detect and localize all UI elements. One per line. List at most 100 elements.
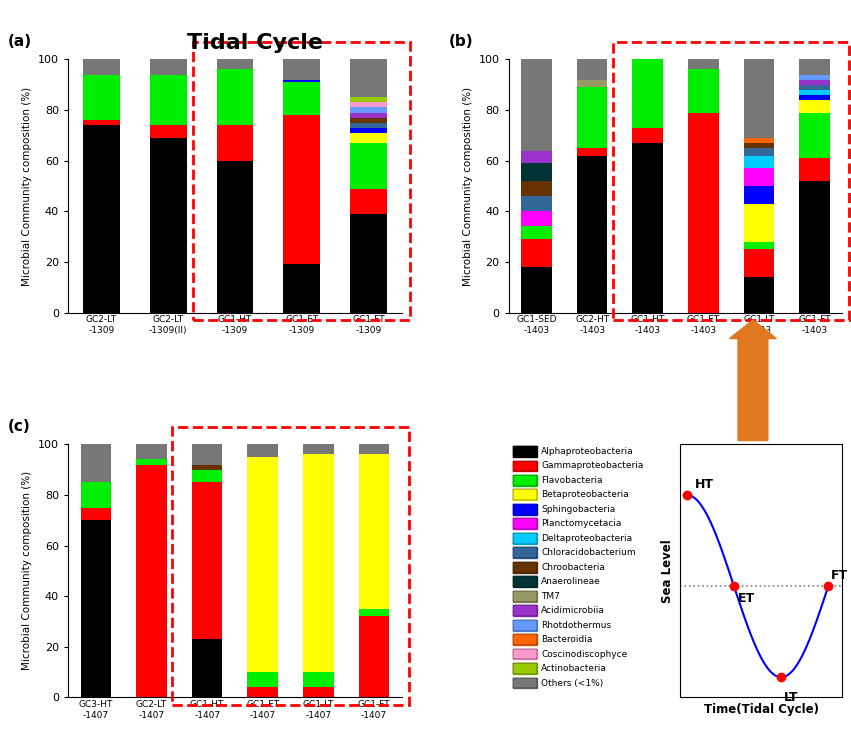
Bar	[577, 156, 608, 312]
Bar	[150, 138, 186, 312]
Bar	[83, 74, 120, 120]
Bar	[350, 188, 387, 214]
Bar	[632, 143, 663, 312]
Bar	[799, 79, 830, 85]
Bar	[350, 108, 387, 113]
Bar	[191, 482, 222, 640]
Bar	[136, 464, 167, 697]
Bar	[283, 79, 320, 82]
Bar	[632, 128, 663, 143]
Bar	[150, 74, 186, 125]
Bar	[350, 128, 387, 133]
Bar	[303, 444, 334, 454]
Text: Betaproteobacteria: Betaproteobacteria	[541, 490, 629, 499]
Bar	[744, 242, 774, 249]
Y-axis label: Microbial Community composition (%): Microbial Community composition (%)	[22, 471, 32, 671]
Bar	[744, 59, 774, 138]
Bar	[350, 122, 387, 128]
Bar	[283, 264, 320, 312]
Text: Planctomycetacia: Planctomycetacia	[541, 519, 621, 528]
Bar	[350, 133, 387, 143]
Bar	[799, 90, 830, 95]
Bar	[799, 85, 830, 90]
Bar	[191, 640, 222, 697]
Bar	[350, 97, 387, 102]
Bar	[744, 148, 774, 156]
Bar	[350, 214, 387, 312]
Bar	[521, 226, 551, 239]
Text: Acidimicrobiia: Acidimicrobiia	[541, 606, 605, 615]
Bar	[744, 168, 774, 186]
Bar	[81, 444, 111, 482]
Bar	[632, 57, 663, 128]
Text: Bacteroidia: Bacteroidia	[541, 635, 592, 644]
Bar	[799, 113, 830, 158]
Bar	[521, 59, 551, 151]
Bar	[799, 54, 830, 74]
Bar	[191, 464, 222, 470]
Y-axis label: Microbial Community composition (%): Microbial Community composition (%)	[22, 86, 32, 286]
Bar	[613, 42, 849, 321]
Bar	[217, 161, 254, 312]
Text: Chloracidobacterium: Chloracidobacterium	[541, 548, 636, 557]
Text: Others (<1%): Others (<1%)	[541, 678, 603, 688]
Bar	[303, 672, 334, 687]
X-axis label: Time(Tidal Cycle): Time(Tidal Cycle)	[704, 703, 819, 716]
Text: Anaerolineae: Anaerolineae	[541, 577, 601, 586]
Bar	[83, 59, 120, 74]
Bar	[744, 138, 774, 143]
Bar	[217, 125, 254, 161]
Bar	[81, 520, 111, 697]
Bar	[83, 120, 120, 125]
Text: HT: HT	[695, 478, 714, 491]
Bar	[303, 454, 334, 672]
Bar	[136, 444, 167, 459]
Bar	[248, 457, 278, 672]
Bar	[83, 125, 120, 312]
Bar	[350, 143, 387, 188]
Text: Alphaproteobacteria: Alphaproteobacteria	[541, 447, 634, 456]
Text: Sphingobacteria: Sphingobacteria	[541, 505, 615, 514]
Bar	[744, 143, 774, 148]
Bar	[173, 427, 408, 705]
Bar	[577, 59, 608, 79]
Text: (b): (b)	[448, 34, 473, 49]
Text: Deltaproteobacteria: Deltaproteobacteria	[541, 533, 632, 543]
Bar	[521, 196, 551, 211]
Text: LT: LT	[784, 692, 798, 704]
Bar	[577, 88, 608, 148]
Bar	[744, 186, 774, 204]
Bar	[521, 211, 551, 226]
Bar	[799, 74, 830, 79]
Text: TM7: TM7	[541, 591, 560, 601]
Bar	[350, 113, 387, 117]
Text: Coscinodiscophyce: Coscinodiscophyce	[541, 649, 627, 659]
Bar	[350, 117, 387, 122]
Bar	[577, 148, 608, 156]
Bar	[688, 113, 719, 312]
Bar	[359, 454, 390, 609]
Bar	[744, 249, 774, 277]
Bar	[521, 181, 551, 196]
Bar	[136, 459, 167, 464]
Bar	[191, 470, 222, 482]
Bar	[81, 508, 111, 520]
Bar	[799, 158, 830, 181]
Bar	[521, 239, 551, 267]
Bar	[217, 70, 254, 125]
Bar	[283, 115, 320, 264]
Text: ET: ET	[738, 592, 756, 605]
Bar	[577, 79, 608, 88]
Bar	[191, 439, 222, 464]
Bar	[799, 95, 830, 100]
Text: (c): (c)	[8, 419, 31, 434]
Bar	[744, 277, 774, 312]
Y-axis label: Sea Level: Sea Level	[661, 539, 674, 603]
Y-axis label: Microbial Community composition (%): Microbial Community composition (%)	[463, 86, 473, 286]
Bar	[283, 82, 320, 115]
Bar	[688, 59, 719, 70]
Bar	[350, 102, 387, 108]
Bar	[248, 672, 278, 687]
Bar	[217, 59, 254, 70]
Text: Chroobacteria: Chroobacteria	[541, 562, 605, 572]
